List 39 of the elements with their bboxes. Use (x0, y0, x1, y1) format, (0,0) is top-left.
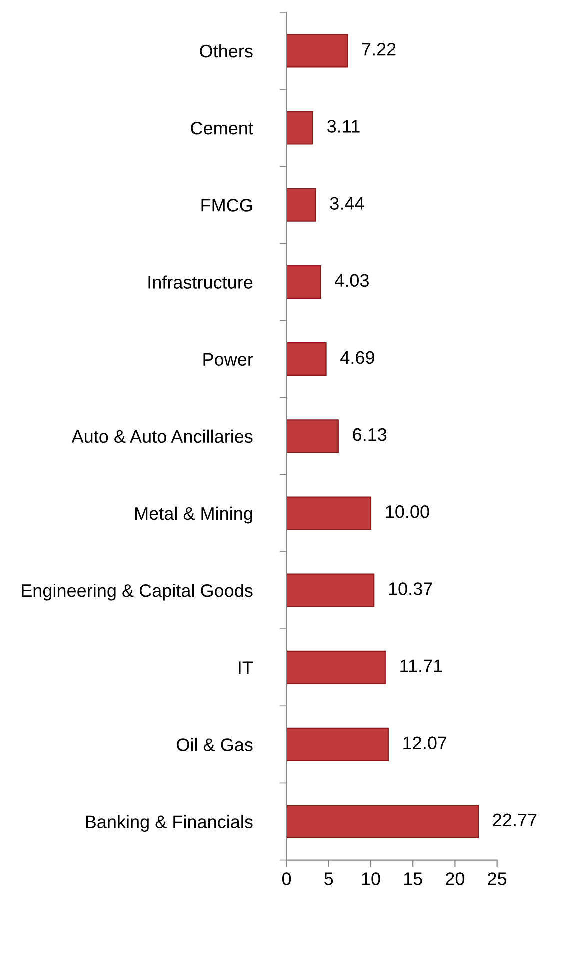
data-label: 3.44 (330, 197, 364, 210)
bar (286, 265, 322, 299)
data-label: 4.03 (335, 274, 369, 288)
y-tick-label: Infrastructure (148, 276, 253, 289)
y-tick-label: Oil & Gas (177, 738, 253, 752)
data-label: 4.69 (340, 351, 374, 364)
y-tick-label: Metal & Mining (136, 506, 252, 524)
y-tick-label: Power (204, 353, 254, 366)
data-label: 6.13 (353, 428, 387, 442)
x-tick-label: 25 (488, 872, 507, 886)
bar (286, 574, 375, 608)
y-tick-label: Auto & Auto Ancillaries (72, 430, 253, 444)
bar (286, 420, 339, 454)
x-tick-label: 15 (404, 872, 422, 886)
x-tick-label: 20 (446, 872, 465, 886)
y-tick-label: Banking & Financials (86, 815, 253, 832)
bar (286, 188, 316, 222)
x-tick-label: 10 (362, 872, 380, 886)
x-tick-label: 0 (282, 872, 292, 886)
data-label: 7.22 (362, 43, 396, 56)
y-tick-label: FMCG (202, 199, 252, 212)
bar (286, 342, 327, 376)
data-label: 10.00 (386, 506, 430, 518)
data-label: 10.37 (389, 582, 432, 596)
data-label: 3.11 (328, 120, 360, 133)
bar (286, 496, 372, 530)
bar (286, 728, 389, 762)
data-label: 12.07 (404, 736, 447, 750)
bar (286, 650, 386, 684)
bar (286, 34, 348, 68)
x-tick-label: 5 (324, 872, 334, 886)
y-tick-label: Others (200, 44, 253, 58)
bar (286, 805, 480, 838)
data-label: 11.71 (400, 660, 442, 672)
y-tick-label: Cement (191, 122, 254, 135)
y-tick-label: Engineering & Capital Goods (22, 584, 253, 601)
y-tick-label: IT (239, 662, 254, 674)
bar (286, 111, 314, 145)
data-label: 22.77 (493, 814, 537, 826)
